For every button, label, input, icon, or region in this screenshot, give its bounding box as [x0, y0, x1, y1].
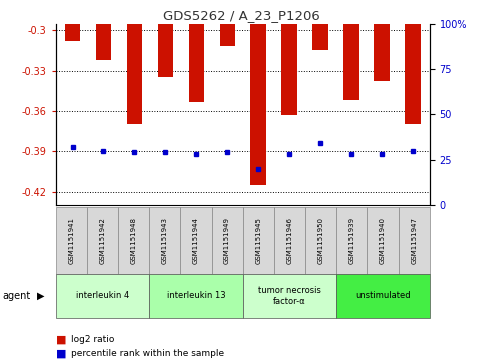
Text: GSM1151939: GSM1151939: [349, 217, 355, 264]
Bar: [149, 207, 180, 274]
Bar: [313, 24, 328, 50]
Text: GSM1151950: GSM1151950: [318, 217, 324, 264]
Bar: [374, 24, 390, 81]
Text: agent: agent: [2, 291, 30, 301]
Bar: [242, 207, 274, 274]
Text: percentile rank within the sample: percentile rank within the sample: [71, 350, 225, 358]
Bar: [56, 207, 87, 274]
Bar: [212, 207, 243, 274]
Text: GSM1151949: GSM1151949: [224, 217, 230, 264]
Text: GSM1151944: GSM1151944: [193, 217, 199, 264]
Bar: [118, 207, 149, 274]
Bar: [251, 24, 266, 185]
Bar: [87, 207, 118, 274]
Text: GSM1151942: GSM1151942: [99, 217, 105, 264]
Bar: [405, 24, 421, 125]
Text: interleukin 13: interleukin 13: [167, 291, 225, 300]
Text: GSM1151945: GSM1151945: [256, 217, 261, 264]
Bar: [157, 24, 173, 77]
Text: GSM1151943: GSM1151943: [162, 217, 168, 264]
Bar: [343, 24, 359, 100]
Bar: [219, 24, 235, 46]
Bar: [56, 274, 149, 318]
Bar: [96, 24, 111, 60]
Bar: [180, 207, 212, 274]
Text: GDS5262 / A_23_P1206: GDS5262 / A_23_P1206: [163, 9, 320, 22]
Text: tumor necrosis
factor-α: tumor necrosis factor-α: [258, 286, 321, 306]
Bar: [149, 274, 242, 318]
Bar: [188, 24, 204, 102]
Text: GSM1151948: GSM1151948: [130, 217, 137, 264]
Text: unstimulated: unstimulated: [355, 291, 411, 300]
Text: log2 ratio: log2 ratio: [71, 335, 115, 344]
Bar: [305, 207, 336, 274]
Text: ▶: ▶: [37, 291, 45, 301]
Bar: [65, 24, 80, 41]
Text: interleukin 4: interleukin 4: [76, 291, 129, 300]
Text: ■: ■: [56, 334, 66, 344]
Bar: [336, 207, 368, 274]
Bar: [242, 274, 336, 318]
Text: GSM1151947: GSM1151947: [411, 217, 417, 264]
Text: GSM1151941: GSM1151941: [68, 217, 74, 264]
Bar: [282, 24, 297, 115]
Text: ■: ■: [56, 349, 66, 359]
Bar: [398, 207, 430, 274]
Text: GSM1151940: GSM1151940: [380, 217, 386, 264]
Text: GSM1151946: GSM1151946: [286, 217, 293, 264]
Bar: [274, 207, 305, 274]
Bar: [127, 24, 142, 125]
Bar: [368, 207, 398, 274]
Bar: [336, 274, 430, 318]
